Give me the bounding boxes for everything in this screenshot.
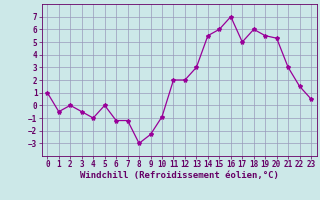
X-axis label: Windchill (Refroidissement éolien,°C): Windchill (Refroidissement éolien,°C): [80, 171, 279, 180]
